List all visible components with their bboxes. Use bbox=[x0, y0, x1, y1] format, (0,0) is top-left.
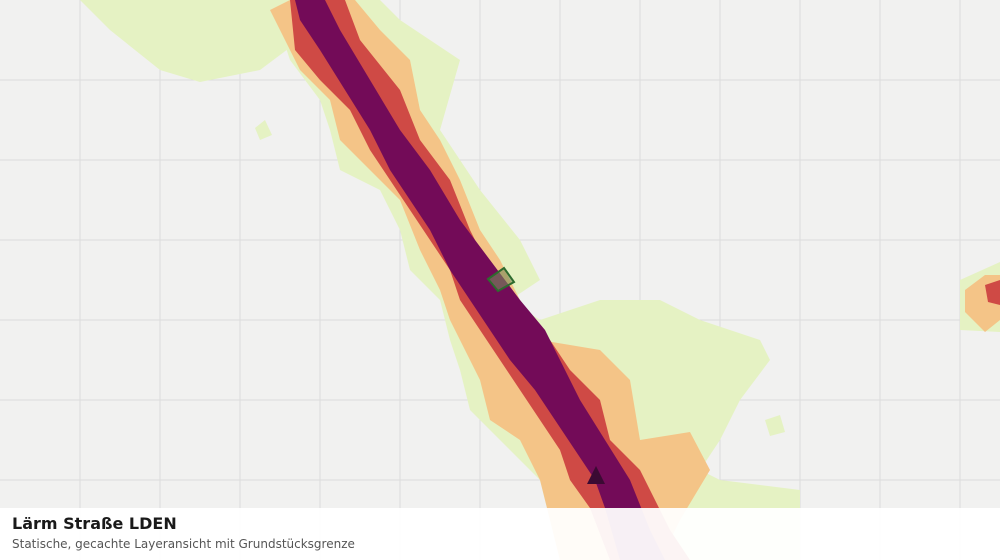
layer-title: Lärm Straße LDEN bbox=[12, 514, 177, 533]
info-panel: Lärm Straße LDEN Statische, gecachte Lay… bbox=[0, 508, 1000, 560]
layer-subtitle: Statische, gecachte Layeransicht mit Gru… bbox=[12, 537, 355, 551]
noise-zone-very-high bbox=[295, 0, 665, 560]
parcel-boundary[interactable] bbox=[486, 266, 516, 293]
map-marker bbox=[587, 466, 605, 484]
